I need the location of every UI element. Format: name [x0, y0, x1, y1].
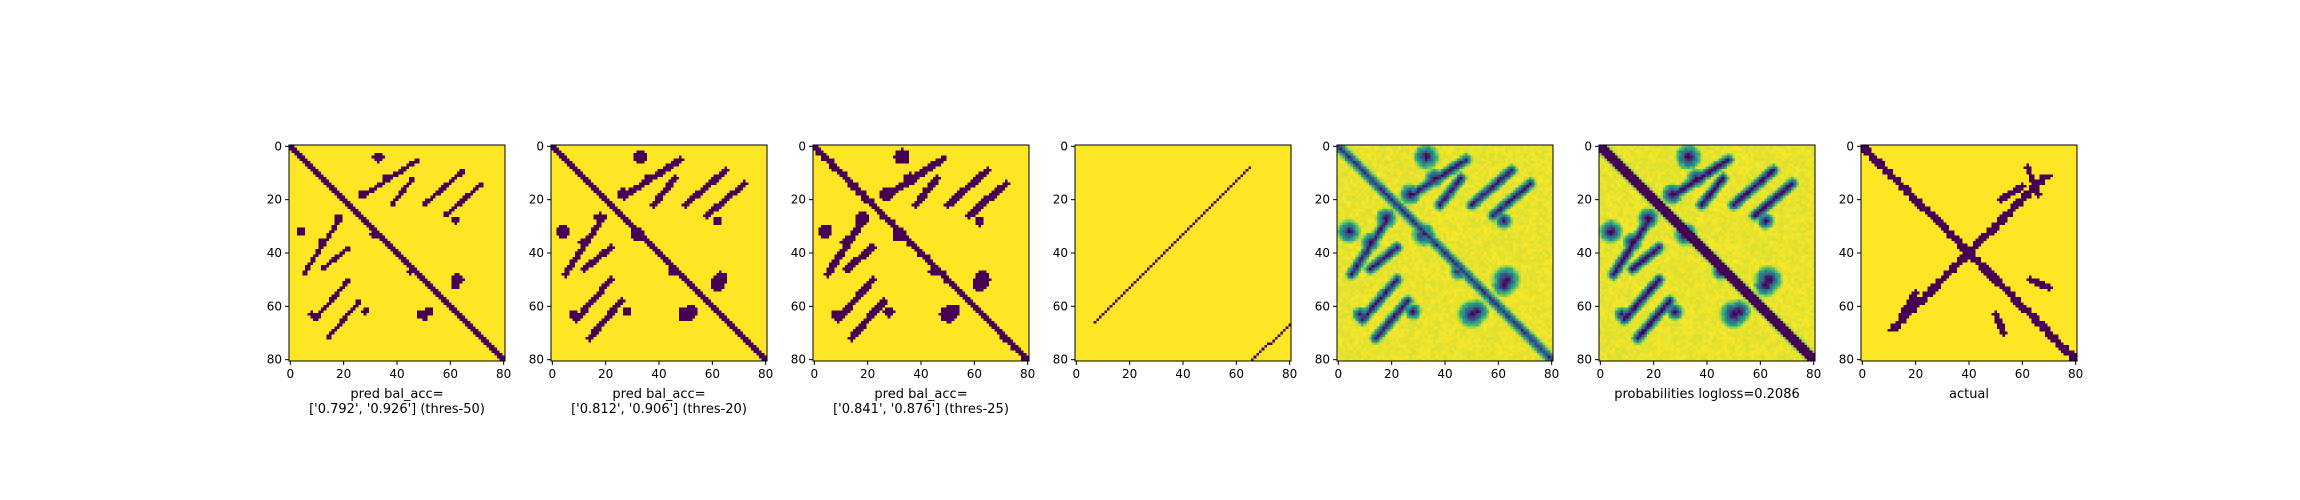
x-tick-label: 60	[2015, 367, 2030, 381]
panel-3: 0 20 40 60 80 0 20 40 60 80 pred bal_acc=['0.841',…	[791, 139, 1036, 417]
y-tick-label: 40	[1053, 246, 1068, 260]
x-tick-label: 80	[2068, 367, 2083, 381]
y-tick-label: 20	[791, 193, 806, 207]
x-axis-label: actual	[1949, 387, 1989, 402]
x-tick-label: 60	[705, 367, 720, 381]
y-tick-label: 60	[1053, 299, 1068, 313]
x-tick-label: 0	[1335, 367, 1343, 381]
y-tick-label: 80	[791, 353, 806, 367]
x-tick-label: 60	[1753, 367, 1768, 381]
x-tick-label: 40	[1699, 367, 1714, 381]
x-tick-label: 40	[1437, 367, 1452, 381]
y-tick-label: 20	[529, 193, 544, 207]
x-tick-label: 20	[598, 367, 613, 381]
y-tick-label: 60	[267, 299, 282, 313]
x-tick-label: 0	[1597, 367, 1605, 381]
y-tick-label: 0	[536, 139, 544, 153]
x-tick-label: 40	[389, 367, 404, 381]
y-tick-label: 0	[1322, 139, 1330, 153]
heatmap-image	[813, 145, 1029, 361]
x-tick-label: 0	[811, 367, 819, 381]
x-tick-label: 40	[1961, 367, 1976, 381]
x-tick-label: 60	[1229, 367, 1244, 381]
y-tick-label: 0	[274, 139, 282, 153]
heatmap-image	[289, 145, 505, 361]
x-tick-label: 40	[651, 367, 666, 381]
y-tick-label: 60	[1577, 299, 1592, 313]
x-tick-label: 60	[967, 367, 982, 381]
panel-6: 0 20 40 60 80 0 20 40 60 80 probabilities logloss=…	[1577, 139, 1822, 402]
x-tick-label: 0	[1859, 367, 1867, 381]
y-tick-label: 80	[267, 353, 282, 367]
y-tick-label: 40	[1315, 246, 1330, 260]
panel-2: 0 20 40 60 80 0 20 40 60 80 pred bal_acc=['0.812',…	[529, 139, 774, 417]
x-tick-label: 80	[1282, 367, 1297, 381]
heatmap-image	[1075, 145, 1291, 361]
y-tick-label: 20	[1053, 193, 1068, 207]
y-tick-label: 80	[529, 353, 544, 367]
y-tick-label: 20	[1839, 193, 1854, 207]
x-tick-label: 20	[336, 367, 351, 381]
y-tick-label: 40	[529, 246, 544, 260]
x-tick-label: 80	[1544, 367, 1559, 381]
x-axis-label: ['0.841', '0.876'] (thres-25)	[833, 402, 1009, 417]
y-tick-label: 60	[1839, 299, 1854, 313]
x-tick-label: 40	[1175, 367, 1190, 381]
y-tick-label: 0	[1584, 139, 1592, 153]
y-tick-label: 40	[1577, 246, 1592, 260]
y-tick-label: 20	[267, 193, 282, 207]
panel-1: 0 20 40 60 80 0 20 40 60 80 pred bal_acc=['0.792',…	[267, 139, 512, 417]
y-tick-label: 0	[798, 139, 806, 153]
x-tick-label: 60	[443, 367, 458, 381]
x-tick-label: 20	[1908, 367, 1923, 381]
x-axis-label: pred bal_acc=	[612, 387, 705, 402]
heatmap-image	[1861, 145, 2077, 361]
y-tick-label: 80	[1577, 353, 1592, 367]
y-tick-label: 80	[1053, 353, 1068, 367]
x-tick-label: 80	[1020, 367, 1035, 381]
y-tick-label: 20	[1315, 193, 1330, 207]
x-tick-label: 80	[758, 367, 773, 381]
heatmap-image	[551, 145, 767, 361]
x-axis-label: ['0.792', '0.926'] (thres-50)	[309, 402, 485, 417]
x-tick-label: 0	[1073, 367, 1081, 381]
y-tick-label: 60	[529, 299, 544, 313]
y-tick-label: 80	[1839, 353, 1854, 367]
panel-4: 0 20 40 60 80 0 20 40 60 80	[1053, 139, 1298, 381]
y-tick-label: 40	[791, 246, 806, 260]
y-tick-label: 40	[1839, 246, 1854, 260]
y-tick-label: 40	[267, 246, 282, 260]
x-tick-label: 0	[549, 367, 557, 381]
x-tick-label: 80	[496, 367, 511, 381]
heatmap-image	[1337, 145, 1553, 361]
panel-5: 0 20 40 60 80 0 20 40 60 80	[1315, 139, 1560, 381]
x-axis-label: probabilities logloss=0.2086	[1614, 387, 1800, 402]
panel-7: 0 20 40 60 80 0 20 40 60 80 actual	[1839, 139, 2084, 402]
y-tick-label: 0	[1846, 139, 1854, 153]
x-tick-label: 60	[1491, 367, 1506, 381]
x-tick-label: 20	[1646, 367, 1661, 381]
x-axis-label: ['0.812', '0.906'] (thres-20)	[571, 402, 747, 417]
y-tick-label: 20	[1577, 193, 1592, 207]
x-tick-label: 80	[1806, 367, 1821, 381]
x-axis-label: pred bal_acc=	[350, 387, 443, 402]
y-tick-label: 80	[1315, 353, 1330, 367]
y-tick-label: 0	[1060, 139, 1068, 153]
x-tick-label: 20	[860, 367, 875, 381]
heatmap-image	[1599, 145, 1815, 361]
x-tick-label: 20	[1384, 367, 1399, 381]
x-tick-label: 0	[287, 367, 295, 381]
y-tick-label: 60	[791, 299, 806, 313]
y-tick-label: 60	[1315, 299, 1330, 313]
x-axis-label: pred bal_acc=	[874, 387, 967, 402]
x-tick-label: 40	[913, 367, 928, 381]
x-tick-label: 20	[1122, 367, 1137, 381]
